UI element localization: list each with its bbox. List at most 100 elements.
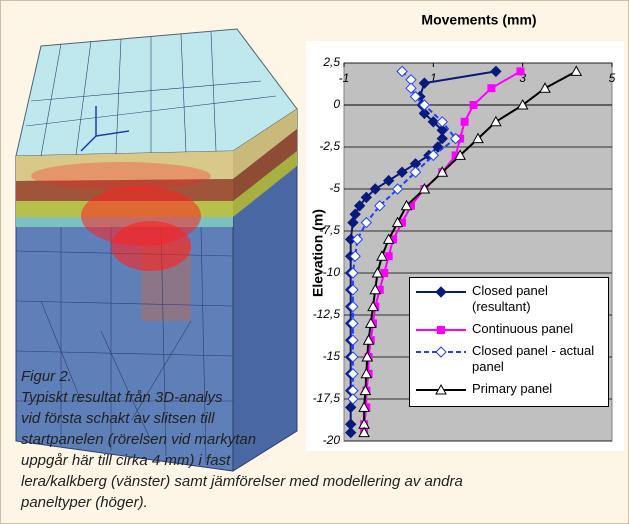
marker-diamond xyxy=(490,65,502,78)
caption-line: startpanelen (rörelsen vid markytan xyxy=(21,431,257,448)
marker-diamond xyxy=(374,200,386,212)
caption-line: lera/kalkberg (vänster) samt jämförelser… xyxy=(21,473,463,490)
marker-diamond xyxy=(418,99,431,111)
marker-triangle xyxy=(454,149,466,160)
legend-label: Closed panel - actual panel xyxy=(472,343,595,374)
y-tick-label: 2,5 xyxy=(322,55,340,69)
marker-triangle xyxy=(391,216,404,228)
x-tick-label: 3 xyxy=(519,71,526,85)
marker-square xyxy=(437,326,445,334)
marker-square xyxy=(451,151,460,160)
marker-diamond xyxy=(418,107,431,120)
marker-diamond xyxy=(427,149,440,162)
marker-diamond xyxy=(347,284,359,296)
marker-triangle xyxy=(570,65,583,76)
marker-diamond xyxy=(347,368,359,380)
caption-line: Typiskt resultat från 3D-analys xyxy=(21,389,223,406)
marker-triangle xyxy=(418,182,431,194)
marker-diamond xyxy=(351,233,364,246)
legend-label: Closed panel (resultant) xyxy=(472,283,548,314)
marker-square xyxy=(487,84,496,93)
marker-diamond xyxy=(347,351,359,363)
y-tick-label: -17,5 xyxy=(313,391,341,405)
y-tick-label: -12,5 xyxy=(313,307,341,321)
legend-entry: Closed panel (resultant) xyxy=(414,283,604,315)
marker-triangle xyxy=(371,266,384,278)
legend-swatch xyxy=(416,346,466,358)
marker-square xyxy=(375,285,384,294)
marker-diamond xyxy=(435,346,447,358)
marker-diamond xyxy=(382,174,395,187)
marker-diamond xyxy=(344,426,357,439)
y-tick-label: -10 xyxy=(323,265,341,279)
marker-diamond xyxy=(409,90,422,103)
y-tick-label: 0 xyxy=(333,97,340,111)
x-tick-label: 1 xyxy=(430,71,437,85)
y-tick-label: -2,5 xyxy=(319,139,340,153)
marker-triangle xyxy=(359,384,372,396)
marker-triangle xyxy=(472,132,484,144)
marker-triangle xyxy=(435,383,447,395)
y-tick-label: -20 xyxy=(323,433,341,447)
marker-triangle xyxy=(358,426,370,438)
marker-diamond xyxy=(396,166,408,178)
marker-square xyxy=(407,201,415,210)
legend-swatch xyxy=(416,383,466,395)
y-tick-label: -15 xyxy=(323,349,341,363)
marker-diamond xyxy=(369,183,381,195)
marker-square xyxy=(384,252,393,261)
marker-diamond xyxy=(418,77,431,89)
marker-diamond xyxy=(347,300,359,313)
marker-diamond xyxy=(360,191,373,204)
marker-diamond xyxy=(349,250,361,262)
marker-diamond xyxy=(344,401,357,414)
marker-diamond xyxy=(409,166,422,178)
chart-title: Movements (mm) xyxy=(421,12,536,28)
marker-diamond xyxy=(347,317,359,330)
legend-label: Primary panel xyxy=(472,381,553,396)
marker-triangle xyxy=(490,115,502,127)
legend-entry: Primary panel xyxy=(414,381,604,397)
caption-line: Figur 2. xyxy=(21,368,72,385)
marker-diamond xyxy=(436,132,448,145)
marker-square xyxy=(380,269,389,277)
marker-diamond xyxy=(347,393,359,405)
marker-diamond xyxy=(360,216,373,229)
legend-swatch xyxy=(416,286,466,298)
x-tick-label: -1 xyxy=(339,71,350,85)
marker-triangle xyxy=(362,334,375,345)
marker-triangle xyxy=(361,350,374,362)
marker-triangle xyxy=(360,367,373,379)
legend-entry: Closed panel - actual panel xyxy=(414,343,604,375)
marker-triangle xyxy=(367,300,379,312)
marker-diamond xyxy=(347,334,359,346)
marker-diamond xyxy=(347,216,359,229)
caption-line: vid första schakt av slitsen till xyxy=(21,410,215,427)
legend-swatch xyxy=(416,326,466,334)
marker-square xyxy=(469,101,478,109)
marker-triangle xyxy=(400,199,413,211)
caption-line: paneltyper (höger). xyxy=(21,494,148,511)
marker-triangle xyxy=(436,166,449,177)
marker-triangle xyxy=(358,401,370,412)
model-3d xyxy=(15,28,298,472)
x-tick-label: 5 xyxy=(609,71,616,85)
marker-triangle xyxy=(369,283,382,295)
caption-line: uppgår här till cirka 4 mm) i fast xyxy=(21,452,231,469)
marker-diamond xyxy=(427,116,440,128)
marker-triangle xyxy=(539,82,551,93)
marker-square xyxy=(460,117,469,126)
marker-diamond xyxy=(436,116,448,128)
legend: Closed panel (resultant) Continuous panel… xyxy=(409,277,609,407)
y-tick-label: -5 xyxy=(329,181,340,195)
y-axis-title: Elevation (m) xyxy=(310,209,326,297)
marker-triangle xyxy=(364,317,377,328)
legend-entry: Continuous panel xyxy=(414,321,604,337)
legend-label: Continuous panel xyxy=(472,321,574,336)
y-tick-label: -7,5 xyxy=(319,223,340,237)
marker-triangle xyxy=(376,250,388,261)
marker-triangle xyxy=(516,98,529,110)
marker-diamond xyxy=(347,267,359,279)
